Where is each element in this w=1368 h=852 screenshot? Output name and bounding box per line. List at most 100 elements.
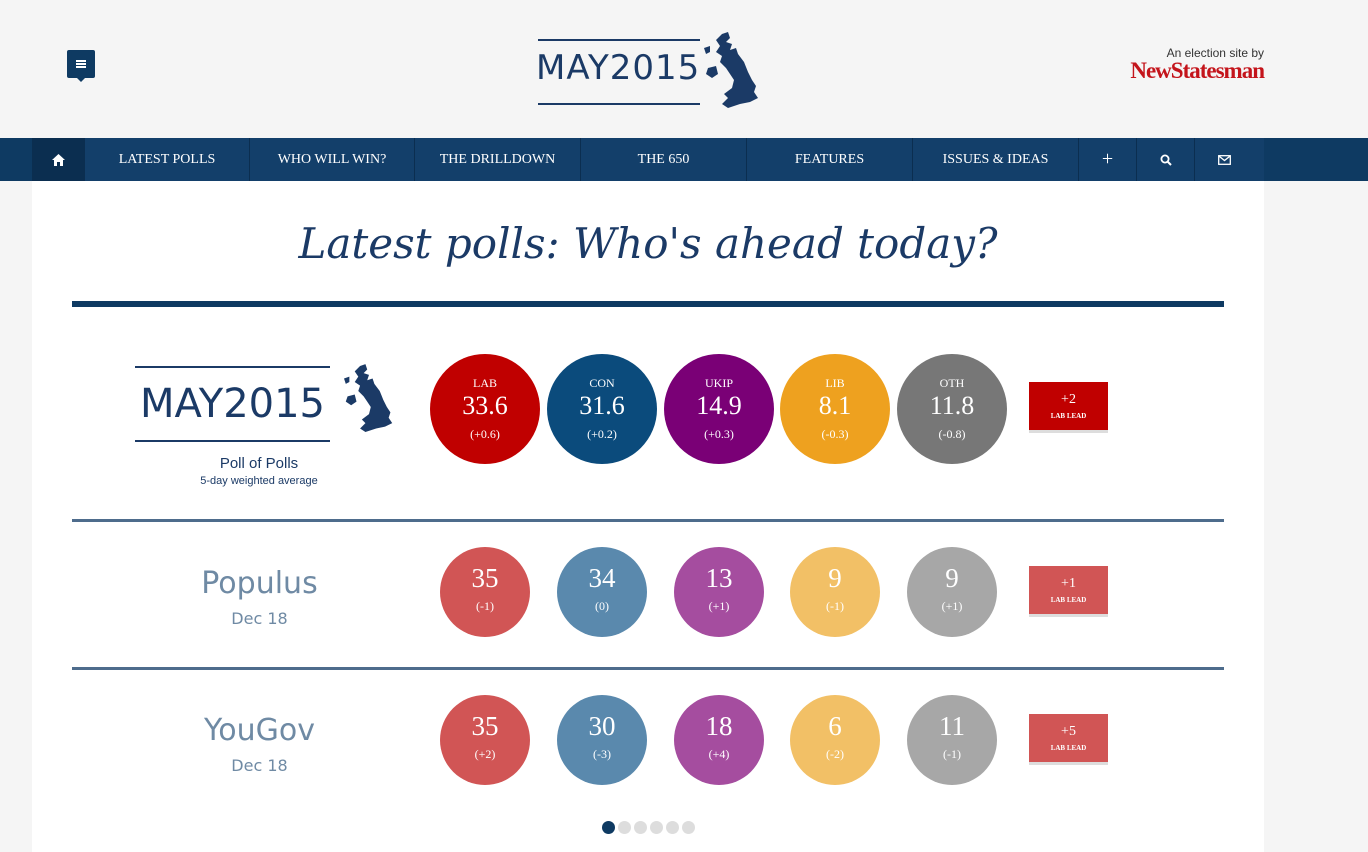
carousel-dot[interactable] [666, 821, 679, 834]
poll-of-polls-sublabel: 5-day weighted average [200, 475, 318, 487]
home-icon [51, 153, 65, 166]
main-content: Latest polls: Who's ahead today? MAY2015… [32, 181, 1264, 852]
site-header: MAY2015 An election site by NewStatesman [0, 0, 1368, 138]
party-value: 11.8 [929, 391, 975, 420]
nav-more[interactable]: + [1079, 138, 1137, 181]
party-circle-lab: LAB 33.6 (+0.6) [430, 354, 540, 464]
party-circle-lab: 35 (-1) [440, 547, 530, 637]
party-circle-oth: OTH 11.8 (-0.8) [897, 354, 1007, 464]
carousel-dot[interactable] [650, 821, 663, 834]
party-value: 35 [471, 563, 499, 593]
lead-value: +1 [1061, 576, 1076, 591]
party-value: 8.1 [818, 391, 852, 420]
nav-the-650[interactable]: THE 650 [581, 138, 747, 181]
envelope-icon [1217, 154, 1231, 165]
party-value: 13 [705, 563, 733, 593]
party-change: (+1) [708, 599, 730, 613]
party-value: 18 [705, 711, 733, 741]
nav-home[interactable] [32, 138, 85, 181]
party-value: 34 [588, 563, 616, 593]
nav-the-drilldown[interactable]: THE DRILLDOWN [415, 138, 581, 181]
nav-features[interactable]: FEATURES [747, 138, 913, 181]
party-circle-oth: 11 (-1) [907, 695, 997, 785]
party-change: (-1) [943, 747, 961, 761]
party-name: CON [589, 376, 615, 390]
lead-badge: +2 LAB LEAD [1029, 382, 1108, 433]
nav-latest-polls[interactable]: LATEST POLLS [85, 138, 250, 181]
logo-text: MAY2015 [536, 48, 701, 88]
party-name: UKIP [704, 376, 733, 390]
party-circle-con: CON 31.6 (+0.2) [547, 354, 657, 464]
carousel-dot[interactable] [618, 821, 631, 834]
partner-byline: An election site by [1166, 46, 1264, 60]
lead-badge: +5 LAB LEAD [1029, 714, 1108, 765]
lead-label: LAB LEAD [1050, 596, 1087, 604]
carousel-dot[interactable] [602, 821, 615, 834]
party-value: 9 [945, 563, 959, 593]
pollster-name: YouGov [203, 713, 316, 748]
poll-of-polls-logo-text: MAY2015 [140, 381, 325, 427]
party-change: (+0.6) [470, 427, 500, 441]
divider [72, 667, 1224, 670]
party-value: 9 [828, 563, 842, 593]
party-value: 6 [828, 711, 842, 741]
party-circle-con: 30 (-3) [557, 695, 647, 785]
party-change: (-1) [476, 599, 494, 613]
uk-map-icon [704, 32, 758, 108]
lead-badge: +1 LAB LEAD [1029, 566, 1108, 617]
party-circle-lib: LIB 8.1 (-0.3) [780, 354, 890, 464]
divider [72, 519, 1224, 522]
party-value: 31.6 [579, 391, 625, 420]
search-icon [1160, 154, 1172, 166]
poll-of-polls-label: Poll of Polls [219, 455, 299, 472]
party-name: LIB [825, 376, 845, 390]
party-value: 14.9 [696, 391, 742, 420]
party-change: (+0.3) [704, 427, 734, 441]
party-change: (-1) [826, 599, 844, 613]
pollster-yougov[interactable]: YouGov Dec 18 [152, 713, 367, 775]
lead-label: LAB LEAD [1050, 744, 1087, 752]
party-value: 30 [588, 711, 616, 741]
lead-value: +5 [1061, 724, 1076, 739]
carousel-dot[interactable] [682, 821, 695, 834]
party-value: 35 [471, 711, 499, 741]
party-value: 11 [939, 711, 965, 741]
nav-search[interactable] [1137, 138, 1195, 181]
plus-icon: + [1101, 148, 1114, 170]
pollster-populus[interactable]: Populus Dec 18 [152, 566, 367, 628]
party-circle-ukip: UKIP 14.9 (+0.3) [664, 354, 774, 464]
nav-who-will-win[interactable]: WHO WILL WIN? [250, 138, 415, 181]
carousel-pagination [602, 821, 695, 834]
party-change: (+0.2) [587, 427, 617, 441]
lead-value: +2 [1061, 392, 1076, 407]
party-name: LAB [473, 376, 497, 390]
nav-email[interactable] [1195, 138, 1253, 181]
party-change: (-3) [593, 747, 611, 761]
main-nav: LATEST POLLS WHO WILL WIN? THE DRILLDOWN… [0, 138, 1368, 181]
party-circle-ukip: 13 (+1) [674, 547, 764, 637]
divider [72, 301, 1224, 307]
party-circle-ukip: 18 (+4) [674, 695, 764, 785]
party-value: 33.6 [462, 391, 508, 420]
page-title: Latest polls: Who's ahead today? [298, 219, 998, 268]
party-change: (0) [595, 599, 609, 613]
party-circle-oth: 9 (+1) [907, 547, 997, 637]
menu-icon[interactable] [67, 50, 95, 82]
party-circle-con: 34 (0) [557, 547, 647, 637]
party-circle-lib: 6 (-2) [790, 695, 880, 785]
newstatesman-logo[interactable]: An election site by NewStatesman [1130, 46, 1265, 82]
poll-date: Dec 18 [231, 756, 288, 775]
nav-issues-ideas[interactable]: ISSUES & IDEAS [913, 138, 1079, 181]
party-name: OTH [939, 376, 965, 390]
party-change: (-0.8) [938, 427, 966, 441]
lead-label: LAB LEAD [1050, 412, 1087, 420]
poll-date: Dec 18 [231, 609, 288, 628]
carousel-dot[interactable] [634, 821, 647, 834]
party-change: (-2) [826, 747, 844, 761]
party-circle-lab: 35 (+2) [440, 695, 530, 785]
party-change: (+2) [474, 747, 496, 761]
party-change: (+1) [941, 599, 963, 613]
poll-of-polls-logo: MAY2015 [132, 356, 402, 496]
party-circle-lib: 9 (-1) [790, 547, 880, 637]
site-logo[interactable]: MAY2015 [536, 32, 766, 112]
